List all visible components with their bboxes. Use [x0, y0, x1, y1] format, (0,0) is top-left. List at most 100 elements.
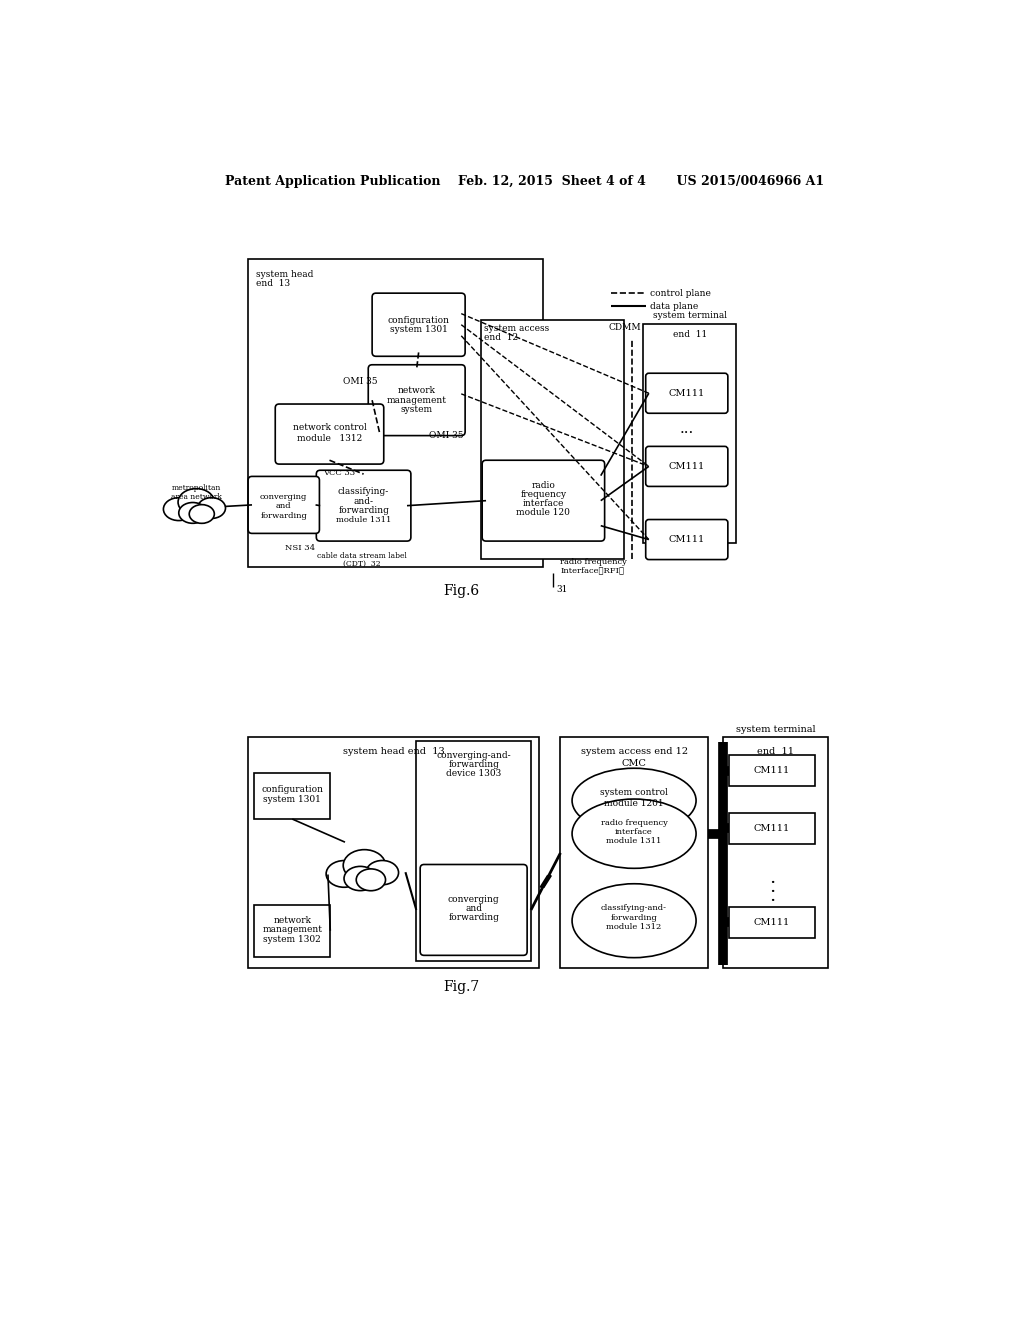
- Text: OMI 35: OMI 35: [429, 432, 463, 440]
- Text: Fig.6: Fig.6: [443, 585, 479, 598]
- Ellipse shape: [344, 866, 377, 891]
- Text: system terminal: system terminal: [735, 725, 815, 734]
- Text: radio frequency: radio frequency: [601, 818, 668, 826]
- Text: system control: system control: [600, 788, 668, 797]
- Text: and: and: [465, 904, 482, 913]
- Text: CM111: CM111: [754, 917, 791, 927]
- Text: frequency: frequency: [520, 490, 566, 499]
- Text: interface: interface: [522, 499, 564, 508]
- Ellipse shape: [356, 869, 385, 891]
- Text: module   1312: module 1312: [297, 434, 362, 444]
- Text: network: network: [273, 916, 311, 925]
- Text: forwarding: forwarding: [610, 913, 657, 921]
- FancyBboxPatch shape: [372, 293, 465, 356]
- Text: network: network: [397, 387, 435, 396]
- Text: and: and: [275, 503, 292, 511]
- Bar: [254, 774, 331, 818]
- Bar: [643, 323, 736, 544]
- Ellipse shape: [179, 503, 207, 523]
- Bar: [729, 755, 815, 785]
- Ellipse shape: [326, 861, 361, 887]
- Text: system: system: [400, 405, 433, 414]
- Text: 31: 31: [557, 585, 568, 594]
- Text: management: management: [262, 925, 323, 935]
- Text: end  12: end 12: [484, 333, 518, 342]
- Text: module 1311: module 1311: [606, 837, 662, 845]
- Ellipse shape: [572, 799, 696, 869]
- Text: module 1201: module 1201: [604, 799, 664, 808]
- Text: radio frequency: radio frequency: [560, 558, 628, 566]
- FancyBboxPatch shape: [420, 865, 527, 956]
- FancyBboxPatch shape: [646, 520, 728, 560]
- Text: system 1301: system 1301: [390, 325, 447, 334]
- Bar: [254, 904, 331, 957]
- Ellipse shape: [164, 498, 195, 520]
- Text: Interface（RFI）: Interface（RFI）: [560, 566, 625, 574]
- Text: end  11: end 11: [673, 330, 707, 339]
- Text: system access end 12: system access end 12: [581, 747, 688, 755]
- Text: .: .: [769, 878, 775, 896]
- Text: CM111: CM111: [669, 462, 705, 471]
- Text: NSI 34: NSI 34: [286, 544, 315, 552]
- Text: cable data stream label: cable data stream label: [317, 552, 407, 560]
- Text: converging-and-: converging-and-: [436, 751, 511, 759]
- Bar: [480, 321, 624, 558]
- Text: end  11: end 11: [757, 747, 794, 755]
- Text: radio: radio: [531, 480, 555, 490]
- Text: control plane: control plane: [649, 289, 711, 297]
- Ellipse shape: [572, 884, 696, 958]
- Text: module 1311: module 1311: [336, 516, 391, 524]
- Bar: [729, 813, 815, 843]
- FancyBboxPatch shape: [369, 364, 465, 436]
- Text: area network: area network: [171, 494, 221, 502]
- Text: configuration: configuration: [261, 784, 324, 793]
- Bar: [248, 738, 539, 969]
- Text: CM111: CM111: [754, 824, 791, 833]
- Text: management: management: [387, 396, 446, 405]
- Text: system head end  13: system head end 13: [343, 747, 444, 755]
- Ellipse shape: [178, 488, 214, 516]
- Text: CM111: CM111: [669, 389, 705, 397]
- Text: system terminal: system terminal: [653, 312, 727, 321]
- Bar: [417, 742, 531, 961]
- Text: .: .: [769, 869, 775, 887]
- FancyBboxPatch shape: [646, 374, 728, 413]
- Text: CMC: CMC: [622, 759, 646, 768]
- Text: module 120: module 120: [516, 508, 570, 517]
- Text: and-: and-: [353, 496, 374, 506]
- FancyBboxPatch shape: [275, 404, 384, 465]
- Text: converging: converging: [447, 895, 500, 904]
- Text: forwarding: forwarding: [338, 506, 389, 515]
- FancyBboxPatch shape: [316, 470, 411, 541]
- Text: classifying-and-: classifying-and-: [601, 904, 667, 912]
- Text: Patent Application Publication    Feb. 12, 2015  Sheet 4 of 4       US 2015/0046: Patent Application Publication Feb. 12, …: [225, 176, 824, 187]
- Text: system access: system access: [484, 323, 550, 333]
- FancyBboxPatch shape: [646, 446, 728, 487]
- Text: CM111: CM111: [754, 766, 791, 775]
- Bar: [723, 738, 827, 969]
- Text: CDMM: CDMM: [608, 323, 641, 333]
- Text: system head: system head: [256, 271, 313, 279]
- Text: forwarding: forwarding: [449, 760, 499, 768]
- Ellipse shape: [572, 768, 696, 833]
- Text: configuration: configuration: [388, 315, 450, 325]
- Text: network control: network control: [293, 424, 367, 433]
- Text: end  13: end 13: [256, 280, 290, 288]
- Text: (CDT)  32: (CDT) 32: [343, 560, 381, 568]
- Text: system 1302: system 1302: [263, 935, 322, 944]
- Bar: [560, 738, 708, 969]
- FancyBboxPatch shape: [248, 477, 319, 533]
- Text: VCC 33: VCC 33: [324, 469, 355, 477]
- Text: classifying-: classifying-: [338, 487, 389, 496]
- Text: device 1303: device 1303: [446, 770, 502, 777]
- Text: forwarding: forwarding: [260, 512, 307, 520]
- Text: metropolitan: metropolitan: [171, 484, 221, 492]
- Text: OMI 35: OMI 35: [343, 378, 378, 387]
- Bar: [248, 259, 543, 566]
- Ellipse shape: [366, 861, 398, 884]
- FancyBboxPatch shape: [482, 461, 604, 541]
- Text: module 1312: module 1312: [606, 923, 662, 931]
- Text: forwarding: forwarding: [449, 913, 499, 923]
- Text: interface: interface: [615, 828, 653, 836]
- Text: data plane: data plane: [649, 302, 697, 310]
